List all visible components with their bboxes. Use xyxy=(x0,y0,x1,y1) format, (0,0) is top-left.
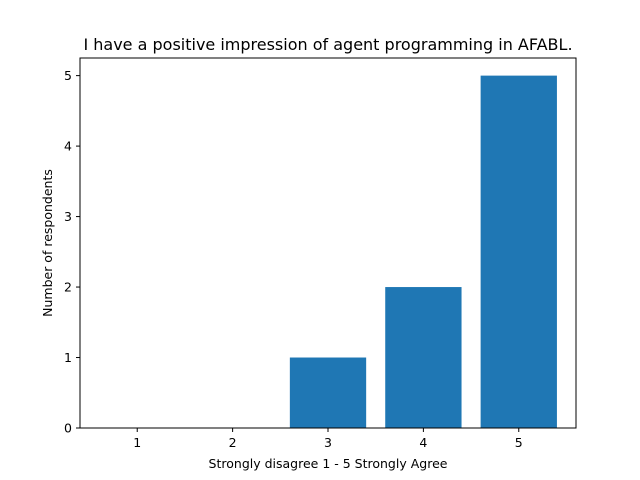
y-tick-label: 5 xyxy=(64,68,72,83)
bar-5 xyxy=(480,75,557,429)
y-axis-label: Number of respondents xyxy=(40,169,55,317)
bars-layer xyxy=(289,75,557,429)
bar-4 xyxy=(385,287,462,428)
x-tick-label: 2 xyxy=(229,435,237,450)
y-tick-label: 0 xyxy=(64,421,72,436)
y-tick-label: 2 xyxy=(64,280,72,295)
x-axis-ticks: 1 2 3 4 5 xyxy=(133,428,523,450)
x-tick-label: 5 xyxy=(515,435,523,450)
y-tick-label: 4 xyxy=(64,139,72,154)
x-axis-label: Strongly disagree 1 - 5 Strongly Agree xyxy=(209,456,448,471)
y-tick-label: 1 xyxy=(64,350,72,365)
y-tick-label: 3 xyxy=(64,209,72,224)
y-axis-ticks: 0 1 2 3 4 5 xyxy=(64,68,80,436)
chart-title: I have a positive impression of agent pr… xyxy=(83,35,572,54)
x-tick-label: 4 xyxy=(419,435,427,450)
x-tick-label: 3 xyxy=(324,435,332,450)
x-tick-label: 1 xyxy=(133,435,141,450)
bar-3 xyxy=(289,357,367,428)
